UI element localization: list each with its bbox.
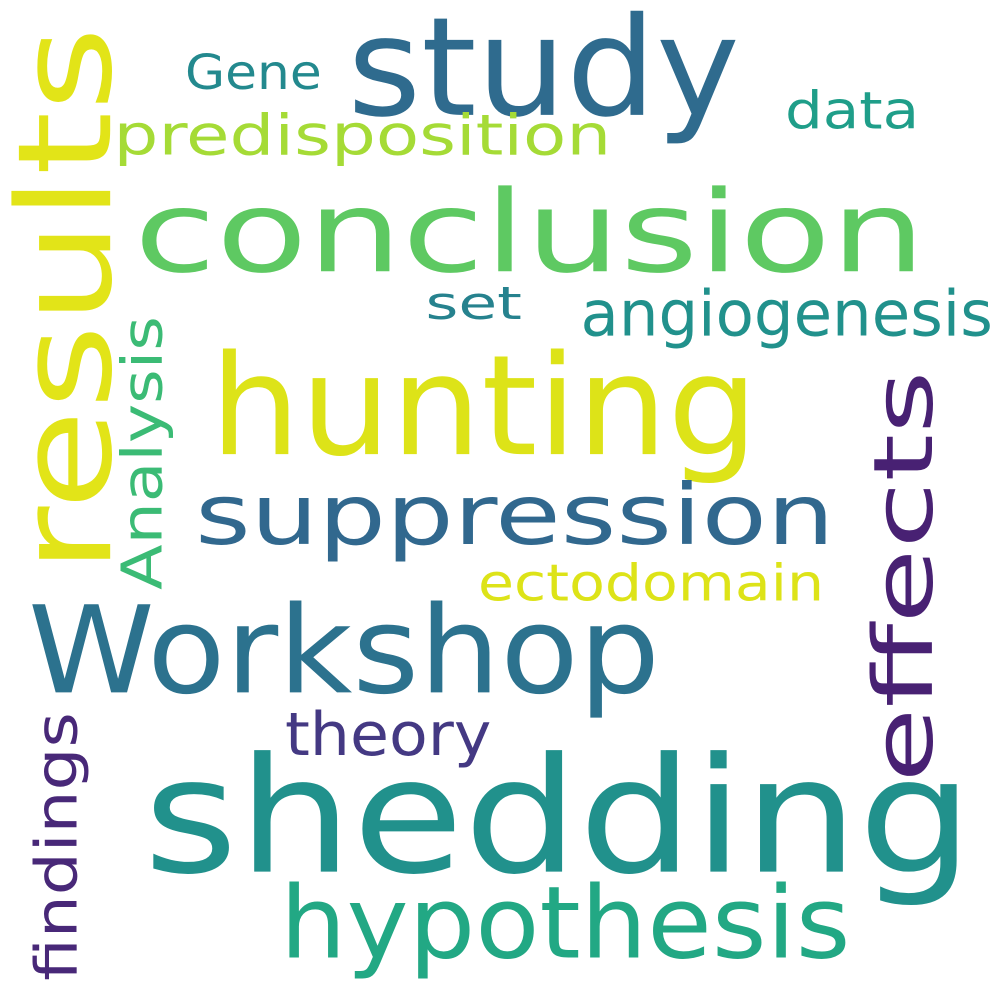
word-theory: theory <box>284 700 492 770</box>
word-predisposition: predisposition <box>113 103 611 169</box>
word-hunting: hunting <box>209 325 759 488</box>
word-workshop: Workshop <box>27 580 661 722</box>
word-conclusion: conclusion <box>134 165 926 298</box>
word-effects: effects <box>856 370 953 783</box>
word-study: study <box>346 0 740 148</box>
word-gene: Gene <box>185 43 322 101</box>
word-shedding: shedding <box>143 723 973 911</box>
word-hypothesis: hypothesis <box>279 866 851 982</box>
word-findings: findings <box>23 711 92 981</box>
word-set: set <box>424 277 522 330</box>
word-analysis: Analysis <box>110 316 176 590</box>
word-angiogenesis: angiogenesis <box>579 278 993 351</box>
word-data: data <box>784 80 920 142</box>
word-suppression: suppression <box>195 467 835 565</box>
word-ectodomain: ectodomain <box>477 552 825 613</box>
